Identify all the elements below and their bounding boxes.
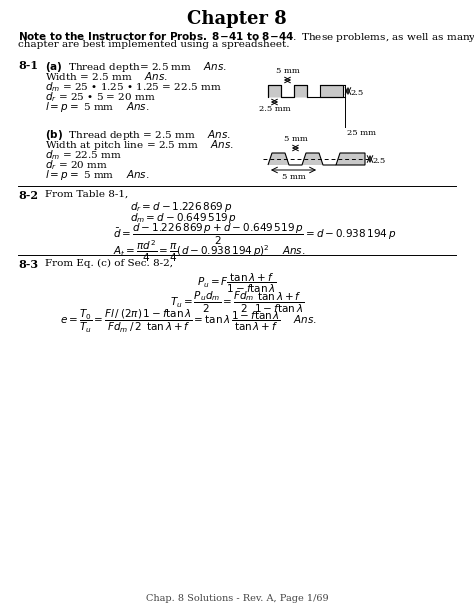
Text: $d_r = d - 1.226\,869\,p$: $d_r = d - 1.226\,869\,p$ bbox=[130, 200, 232, 214]
Text: Width at pitch line = 2.5 mm    $\it{Ans.}$: Width at pitch line = 2.5 mm $\it{Ans.}$ bbox=[45, 138, 234, 152]
Text: $\mathbf{(b)}$  Thread depth = 2.5 mm    $\it{Ans.}$: $\mathbf{(b)}$ Thread depth = 2.5 mm $\i… bbox=[45, 128, 231, 142]
Text: $l = p =$ 5 mm    $\it{Ans.}$: $l = p =$ 5 mm $\it{Ans.}$ bbox=[45, 168, 149, 182]
Text: $l = p =$ 5 mm    $\it{Ans.}$: $l = p =$ 5 mm $\it{Ans.}$ bbox=[45, 100, 149, 114]
Text: 25 mm: 25 mm bbox=[347, 129, 376, 137]
Text: From Table 8-1,: From Table 8-1, bbox=[45, 190, 128, 199]
Text: From Eq. (c) of Sec. 8-2,: From Eq. (c) of Sec. 8-2, bbox=[45, 259, 173, 268]
Text: $P_u = F\dfrac{\tan\lambda + f}{1 - f\tan\lambda}$: $P_u = F\dfrac{\tan\lambda + f}{1 - f\ta… bbox=[197, 272, 277, 295]
Text: $\bar{d} = \dfrac{d - 1.226\,869\,p + d - 0.649\,519\,p}{2} = d - 0.938\,194\,p$: $\bar{d} = \dfrac{d - 1.226\,869\,p + d … bbox=[113, 222, 396, 247]
Text: 5 mm: 5 mm bbox=[282, 173, 305, 181]
Polygon shape bbox=[268, 153, 336, 165]
Text: $d_m$ = 25 • 1.25 • 1.25 = 22.5 mm: $d_m$ = 25 • 1.25 • 1.25 = 22.5 mm bbox=[45, 80, 221, 94]
Text: $A_t = \dfrac{\pi d^2}{4} = \dfrac{\pi}{4}(d - 0.938\,194\,p)^2$    $\it{Ans.}$: $A_t = \dfrac{\pi d^2}{4} = \dfrac{\pi}{… bbox=[113, 239, 305, 264]
Polygon shape bbox=[268, 85, 320, 97]
Text: $T_u = \dfrac{P_u d_m}{2} = \dfrac{F d_m}{2}\dfrac{\tan\lambda + f}{1 - f\tan\la: $T_u = \dfrac{P_u d_m}{2} = \dfrac{F d_m… bbox=[170, 290, 304, 315]
Text: 5 mm: 5 mm bbox=[283, 135, 307, 143]
Text: $d_r$ = 25 • 5 = 20 mm: $d_r$ = 25 • 5 = 20 mm bbox=[45, 90, 156, 104]
Text: 2.5: 2.5 bbox=[350, 89, 363, 97]
Text: 8-2: 8-2 bbox=[18, 190, 38, 201]
Text: Chapter 8: Chapter 8 bbox=[187, 10, 287, 28]
Text: 5 mm: 5 mm bbox=[275, 67, 300, 75]
Text: $e = \dfrac{T_0}{T_u} = \dfrac{Fl\,/\,(2\pi)\,1 - f\tan\lambda}{F d_m\,/\,2\;\;\: $e = \dfrac{T_0}{T_u} = \dfrac{Fl\,/\,(2… bbox=[60, 308, 317, 335]
Text: $\mathbf{Note\ to\ the\ Instructor\ for\ Probs.\ 8\!-\!41\ to\ 8\!-\!44}$$.$ The: $\mathbf{Note\ to\ the\ Instructor\ for\… bbox=[18, 30, 474, 44]
Polygon shape bbox=[320, 85, 343, 97]
Text: chapter are best implemented using a spreadsheet.: chapter are best implemented using a spr… bbox=[18, 40, 290, 49]
Text: Chap. 8 Solutions - Rev. A, Page 1/69: Chap. 8 Solutions - Rev. A, Page 1/69 bbox=[146, 594, 328, 603]
Text: $d_m = d - 0.649\,519\,p$: $d_m = d - 0.649\,519\,p$ bbox=[130, 211, 237, 225]
Text: 8-1: 8-1 bbox=[18, 60, 38, 71]
Text: $d_m$ = 22.5 mm: $d_m$ = 22.5 mm bbox=[45, 148, 122, 162]
Text: Width = 2.5 mm    $\it{Ans.}$: Width = 2.5 mm $\it{Ans.}$ bbox=[45, 70, 168, 82]
Text: 8-3: 8-3 bbox=[18, 259, 38, 270]
Text: 2.5 mm: 2.5 mm bbox=[259, 105, 290, 113]
Text: $\mathbf{(a)}$  Thread depth= 2.5 mm    $\it{Ans.}$: $\mathbf{(a)}$ Thread depth= 2.5 mm $\it… bbox=[45, 60, 227, 74]
Polygon shape bbox=[336, 153, 365, 165]
Text: $d_r$ = 20 mm: $d_r$ = 20 mm bbox=[45, 158, 108, 172]
Text: 2.5: 2.5 bbox=[372, 157, 385, 165]
